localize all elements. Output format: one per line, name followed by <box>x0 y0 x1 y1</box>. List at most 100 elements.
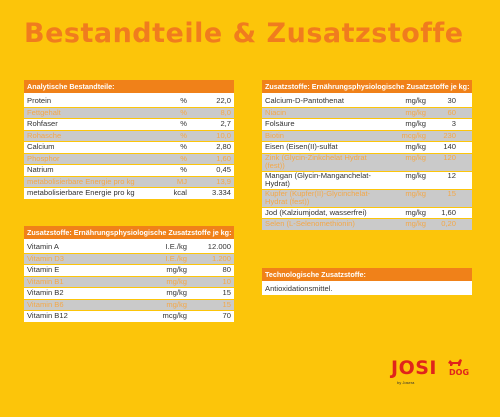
row-unit: % <box>180 119 187 128</box>
row-unit: % <box>180 153 187 163</box>
row-value: 8,0 <box>220 107 231 117</box>
table-row: Vitamin B12 mcg/kg 70 <box>24 311 234 323</box>
nutritional-additives-table-right: Zusatzstoffe: Ernährungsphysiologische Z… <box>262 80 472 231</box>
table-row: Eisen (Eisen(II)-sulfat Monohydrat) mg/kg… <box>262 142 472 154</box>
row-unit: kcal <box>173 188 187 197</box>
table-row: Protein% 22,0 <box>24 96 234 108</box>
row-value: 3.334 <box>211 188 231 197</box>
row-unit: % <box>180 130 187 140</box>
table-row: Vitamin E mg/kg 80 <box>24 265 234 277</box>
row-value: 1,60 <box>216 153 231 163</box>
table-row: Rohfaser% 2,7 <box>24 119 234 131</box>
table-row: Jod (Kalziumjodat, wasserfrei) mg/kg 1,60 <box>262 207 472 219</box>
table-row: Mangan (Glycin-Manganchelat-Hydrat) mg/kg… <box>262 170 472 190</box>
logo-tagline: by Josera <box>397 380 415 385</box>
table-header: Zusatzstoffe: Ernährungsphysiologische Z… <box>24 226 234 239</box>
row-value: 2,7 <box>220 119 231 128</box>
table-header: Analytische Bestandteile: <box>24 80 234 93</box>
table-row: Selen (L-Selenomethionin) mg/kg 0,20 <box>262 219 472 231</box>
row-name: Vitamin A <box>27 242 59 251</box>
josidog-logo: JOSI DOG by Josera <box>391 357 469 385</box>
row-value: 1.200 <box>211 253 231 263</box>
row-value: 3 <box>451 119 456 128</box>
row-value: 15 <box>222 299 231 309</box>
row-unit: mg/kg <box>405 152 426 162</box>
row-value: 80 <box>222 265 231 274</box>
row-name: Vitamin B12 <box>27 311 68 320</box>
dog-icon <box>448 359 462 366</box>
row-name: Phosphor <box>27 153 60 163</box>
row-unit: mg/kg <box>166 288 187 297</box>
row-value: 1,60 <box>441 207 456 217</box>
row-unit: % <box>180 165 187 174</box>
row-unit: mg/kg <box>405 107 426 117</box>
row-unit: mg/kg <box>405 96 426 105</box>
row-value: 12 <box>447 170 456 180</box>
row-value: 12.000 <box>207 242 231 251</box>
table-row: Antioxidationsmittel. <box>262 284 472 296</box>
row-unit: % <box>180 107 187 117</box>
table-row: Rohasche% 10,0 <box>24 130 234 142</box>
row-unit: mcg/kg <box>401 130 426 140</box>
row-name: Vitamin E <box>27 265 60 274</box>
row-name: Mangan (Glycin-Manganchelat-Hydrat) <box>265 171 371 188</box>
row-value: 70 <box>222 311 231 320</box>
nutritional-additives-table-left: Zusatzstoffe: Ernährungsphysiologische Z… <box>24 226 234 323</box>
table-row: Vitamin B1 mg/kg 10 <box>24 276 234 288</box>
row-value: 120 <box>443 152 456 162</box>
analytical-components-table: Analytische Bestandteile: Protein% 22,0 Fe… <box>24 80 234 200</box>
row-name: Protein <box>27 96 52 105</box>
table-row: Folsäure mg/kg 3 <box>262 119 472 131</box>
technological-additives-table: Technologische Zusatzstoffe: Antioxidati… <box>262 268 472 296</box>
row-unit: mg/kg <box>405 207 426 217</box>
row-unit: I.E./kg <box>165 242 187 251</box>
row-name: Eisen (Eisen(II)-sulfat Monohydrat) <box>265 142 338 151</box>
row-unit: mg/kg <box>166 276 187 286</box>
row-value: 0,45 <box>216 165 231 174</box>
row-name: Zink (Glycin-Zinkchelat Hydrat (fest)) <box>265 153 367 170</box>
row-unit: mg/kg <box>166 265 187 274</box>
row-value: 2,80 <box>216 142 231 151</box>
row-value: 10,0 <box>216 130 231 140</box>
row-unit: % <box>180 142 187 151</box>
row-unit: % <box>180 96 187 105</box>
row-unit: mg/kg <box>405 188 426 198</box>
row-unit: MJ <box>176 176 187 186</box>
table-row: Vitamin B2 mg/kg 15 <box>24 288 234 300</box>
logo-text: JOSI <box>391 357 437 379</box>
table-row: Zink (Glycin-Zinkchelat Hydrat (fest)) mg… <box>262 152 472 172</box>
row-value: 140 <box>443 142 456 151</box>
row-value: 0,20 <box>441 219 456 228</box>
row-unit: mg/kg <box>405 170 426 180</box>
row-name: Natrium <box>27 165 54 174</box>
row-unit: mg/kg <box>405 119 426 128</box>
row-name: Calcium <box>27 142 55 151</box>
row-name: Vitamin B2 <box>27 288 64 297</box>
row-name: Folsäure <box>265 119 295 128</box>
row-name: Fettgehalt <box>27 107 61 117</box>
row-name: Niacin <box>265 107 287 117</box>
row-name: Selen (L-Selenomethionin) <box>265 219 355 228</box>
row-unit: mg/kg <box>405 219 426 228</box>
row-name: Vitamin D3 <box>27 253 65 263</box>
table-row: Vitamin B6 mg/kg 15 <box>24 299 234 311</box>
row-value: 15 <box>222 288 231 297</box>
row-name: Antioxidationsmittel. <box>265 284 333 293</box>
row-name: Jod (Kalziumjodat, wasserfrei) <box>265 207 367 217</box>
table-row: Biotin mcg/kg 230 <box>262 130 472 142</box>
table-row: Fettgehalt% 8,0 <box>24 107 234 119</box>
row-value: 13,9 <box>216 176 231 186</box>
row-name: Kupfer (Kupfer(II)-Glycinchelat-Hydrat (… <box>265 189 371 206</box>
row-unit: mcg/kg <box>162 311 187 320</box>
row-unit: I.E./kg <box>165 253 187 263</box>
row-value: 30 <box>447 96 456 105</box>
table-row: Vitamin D3 I.E./kg 1.200 <box>24 253 234 265</box>
table-row: Calcium-D-Pantothenat mg/kg 30 <box>262 96 472 108</box>
row-name: metabolisierbare Energie pro kg <box>27 176 135 186</box>
page-title: Bestandteile & Zusatzstoffe <box>24 18 464 49</box>
table-row: Natrium% 0,45 <box>24 165 234 177</box>
table-row: metabolisierbare Energie pro kg kcal 3.334 <box>24 188 234 200</box>
row-value: 22,0 <box>216 96 231 105</box>
table-header: Zusatzstoffe: Ernährungsphysiologische Z… <box>262 80 472 93</box>
row-value: 10 <box>222 276 231 286</box>
